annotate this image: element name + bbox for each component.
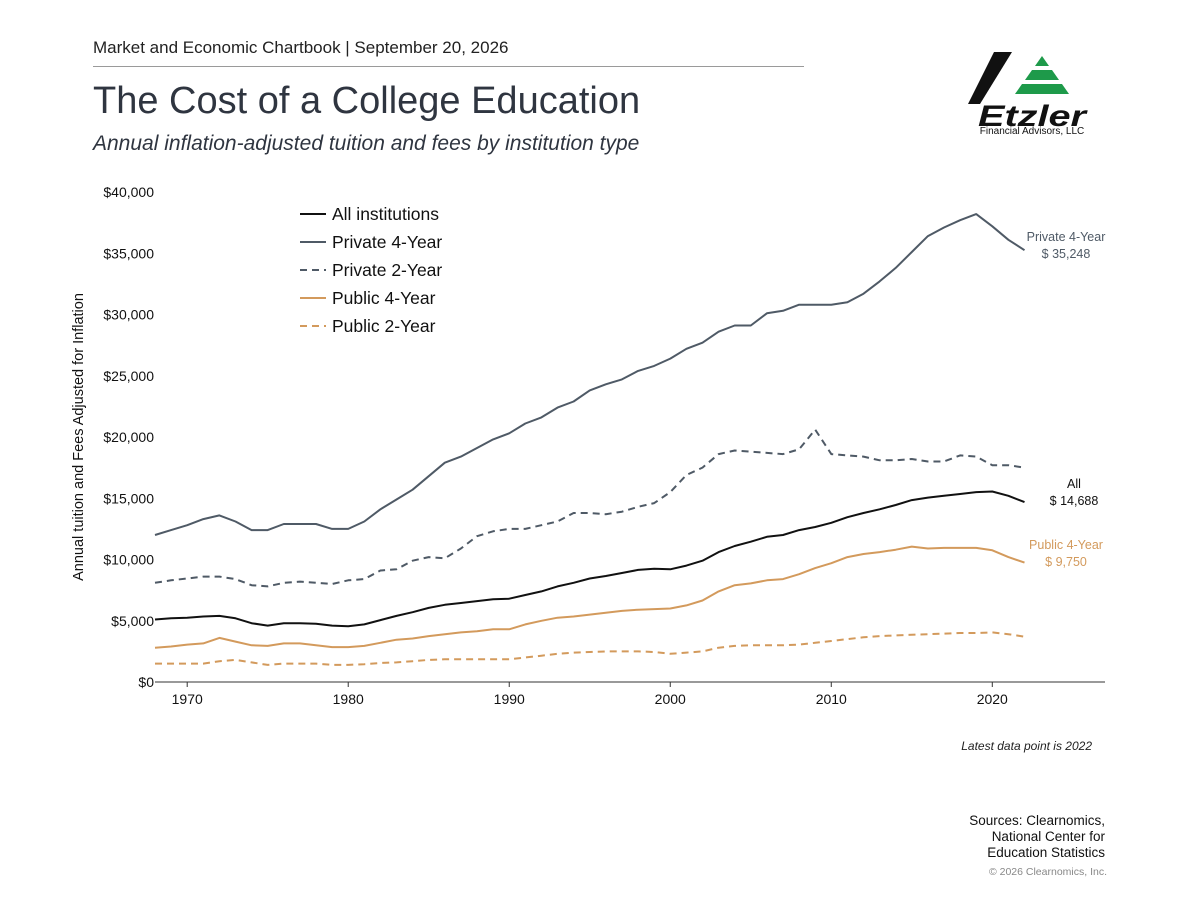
legend-item: Private 4-Year: [300, 228, 442, 256]
series-line-public-4-year: [154, 545, 1025, 649]
y-tick-label: $20,000: [103, 429, 154, 445]
y-tick-label: $25,000: [103, 368, 154, 384]
x-tick-label: 2010: [816, 691, 847, 707]
y-tick-label: $10,000: [103, 552, 154, 568]
y-tick-label: $30,000: [103, 307, 154, 323]
end-label: $ 35,248: [1042, 247, 1091, 261]
x-tick-label: 1990: [494, 691, 525, 707]
chart-subtitle: Annual inflation-adjusted tuition and fe…: [93, 132, 640, 155]
copyright: © 2026 Clearnomics, Inc.: [988, 866, 1107, 878]
tuition-line-chart: Annual tuition and Fees Adjusted for Inf…: [71, 184, 1106, 707]
series-lines: [154, 213, 1026, 666]
legend-label: All institutions: [332, 203, 439, 224]
legend-swatch: [300, 269, 326, 271]
end-labels: All $ 14,688 Private 4-Year $ 35,248 Public …: [1027, 230, 1106, 569]
logo-wordmark: Etzler: [978, 100, 1089, 133]
x-tick-label: 1980: [333, 691, 364, 707]
etzler-logo: Etzler: [968, 52, 1089, 133]
logo-tagline: Financial Advisors, LLC: [979, 126, 1085, 137]
header-divider: [93, 66, 804, 67]
x-tick-label: 2000: [655, 691, 686, 707]
legend-label: Public 4-Year: [332, 287, 436, 308]
y-axis-ticks: $0 $5,000 $10,000 $15,000 $20,000 $25,000 $30,…: [103, 184, 154, 690]
end-label: $ 9,750: [1045, 555, 1087, 569]
series-line-private-4-year: [154, 213, 1026, 536]
series-line-private-2-year: [154, 428, 1025, 588]
source-line: National Center for: [991, 829, 1105, 844]
chart-legend: All institutions Private 4-Year Private 2-…: [300, 200, 442, 340]
end-label: Private 4-Year: [1027, 230, 1106, 244]
series-line-public-2-year: [155, 631, 1025, 666]
legend-label: Public 2-Year: [332, 315, 436, 336]
y-tick-label: $35,000: [103, 245, 154, 261]
y-tick-label: $5,000: [111, 613, 154, 629]
source-line: Education Statistics: [987, 845, 1105, 860]
legend-item: Public 2-Year: [300, 312, 442, 340]
legend-label: Private 2-Year: [332, 259, 443, 280]
legend-label: Private 4-Year: [332, 231, 443, 252]
y-tick-label: $0: [138, 674, 154, 690]
x-tick-label: 1970: [172, 691, 203, 707]
latest-data-note: Latest data point is 2022: [961, 739, 1092, 753]
logo-mark-icon: [968, 52, 1069, 104]
x-axis: 1970 1980 1990 2000 2010 2020: [155, 681, 1105, 707]
legend-item: All institutions: [300, 200, 442, 228]
end-label: $ 14,688: [1050, 494, 1099, 508]
legend-item: Private 2-Year: [300, 256, 442, 284]
y-axis-label: Annual tuition and Fees Adjusted for Inf…: [71, 293, 87, 581]
y-tick-label: $15,000: [103, 490, 154, 506]
legend-swatch: [300, 241, 326, 243]
y-tick-label: $40,000: [103, 184, 154, 200]
legend-swatch: [300, 297, 326, 299]
legend-item: Public 4-Year: [300, 284, 442, 312]
series-line-all-institutions: [154, 490, 1025, 628]
legend-swatch: [300, 325, 326, 327]
sources-block: Sources: Clearnomics, National Center fo…: [969, 813, 1105, 861]
x-tick-label: 2020: [977, 691, 1008, 707]
y-axis-title: Annual tuition and Fees Adjusted for Inf…: [71, 293, 87, 581]
legend-swatch: [300, 213, 326, 215]
publication-line: Market and Economic Chartbook | Septembe…: [93, 38, 509, 57]
chart-title: The Cost of a College Education: [93, 80, 641, 122]
source-line: Sources: Clearnomics,: [969, 813, 1105, 828]
end-label: Public 4-Year: [1029, 538, 1103, 552]
end-label: All: [1067, 477, 1081, 491]
